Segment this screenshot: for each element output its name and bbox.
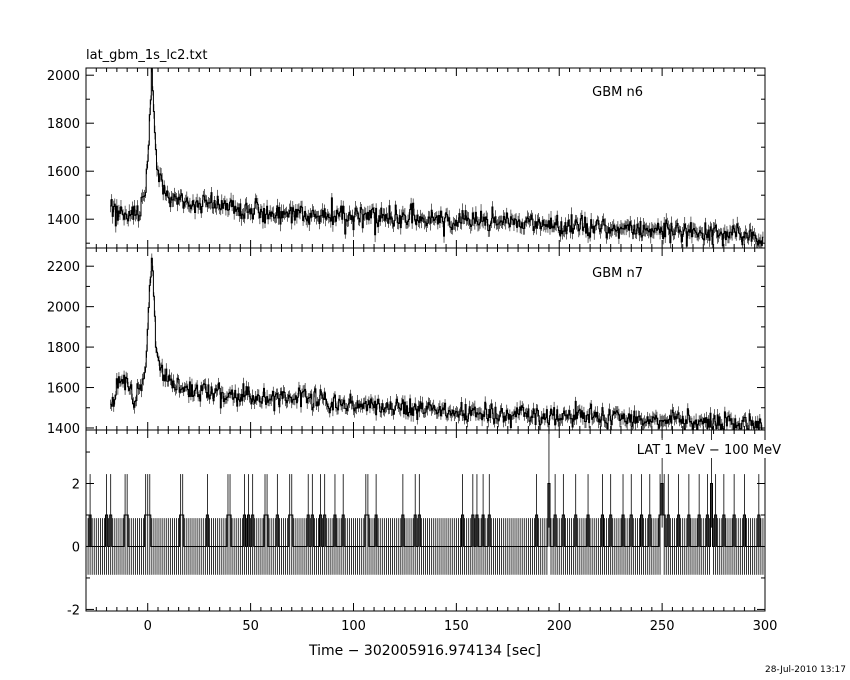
light-curve-gbm-n7	[110, 257, 762, 430]
panel-gbm-n6: 1400 1600 1800 2000 GBM n6	[47, 67, 766, 249]
y-tick-label: 1600	[47, 165, 80, 180]
panel-gbm-n7-frame	[85, 247, 766, 431]
panel-gbm-n6-ticks: 1400 1600 1800 2000	[47, 68, 766, 248]
y-tick-label: 1600	[47, 382, 80, 397]
x-tick-label: 300	[753, 619, 778, 634]
panel-lat-ticks: -2 0 2 0 50 100 150 200 250 300	[67, 430, 777, 634]
y-tick-label: 1400	[47, 422, 80, 437]
panel-lat-label-bg	[591, 440, 781, 458]
panel-gbm-n7-ticks: 1400 1600 1800 2000 2200	[47, 248, 766, 437]
panel-lat-label: LAT 1 MeV − 100 MeV	[637, 443, 781, 458]
y-tick-label: 2000	[47, 301, 80, 316]
y-tick-label: 1800	[47, 117, 80, 132]
panel-lat-data	[87, 430, 764, 575]
y-tick-label: 1400	[47, 213, 80, 228]
panel-gbm-n7-data	[110, 253, 764, 430]
panel-gbm-n6-data	[110, 68, 764, 248]
file-title: lat_gbm_1s_lc2.txt	[86, 48, 207, 63]
x-tick-label: 0	[144, 619, 152, 634]
y-tick-label: 2200	[47, 260, 80, 275]
light-curve-lat	[87, 483, 764, 547]
y-tick-label: 2	[72, 478, 80, 493]
y-tick-label: 1800	[47, 341, 80, 356]
y-tick-label: 0	[72, 540, 80, 555]
x-axis-title: Time − 302005916.974134 [sec]	[308, 643, 541, 659]
x-tick-label: 200	[547, 619, 572, 634]
panel-lat: -2 0 2 0 50 100 150 200 250 300 LAT 1 MeV − 100 M…	[67, 429, 781, 634]
x-tick-label: 150	[444, 619, 469, 634]
panel-gbm-n7: 1400 1600 1800 2000 2200 GBM n7	[47, 247, 766, 437]
x-tick-label: 100	[341, 619, 366, 634]
x-tick-label: 50	[242, 619, 259, 634]
y-tick-label: 2000	[47, 69, 80, 84]
light-curve-gbm-n6	[110, 68, 764, 247]
timestamp: 28-Jul-2010 13:17	[765, 665, 846, 675]
x-tick-label: 250	[650, 619, 675, 634]
panel-gbm-n6-label: GBM n6	[592, 85, 643, 100]
panel-gbm-n7-label: GBM n7	[592, 266, 643, 281]
y-tick-label: -2	[67, 603, 80, 618]
